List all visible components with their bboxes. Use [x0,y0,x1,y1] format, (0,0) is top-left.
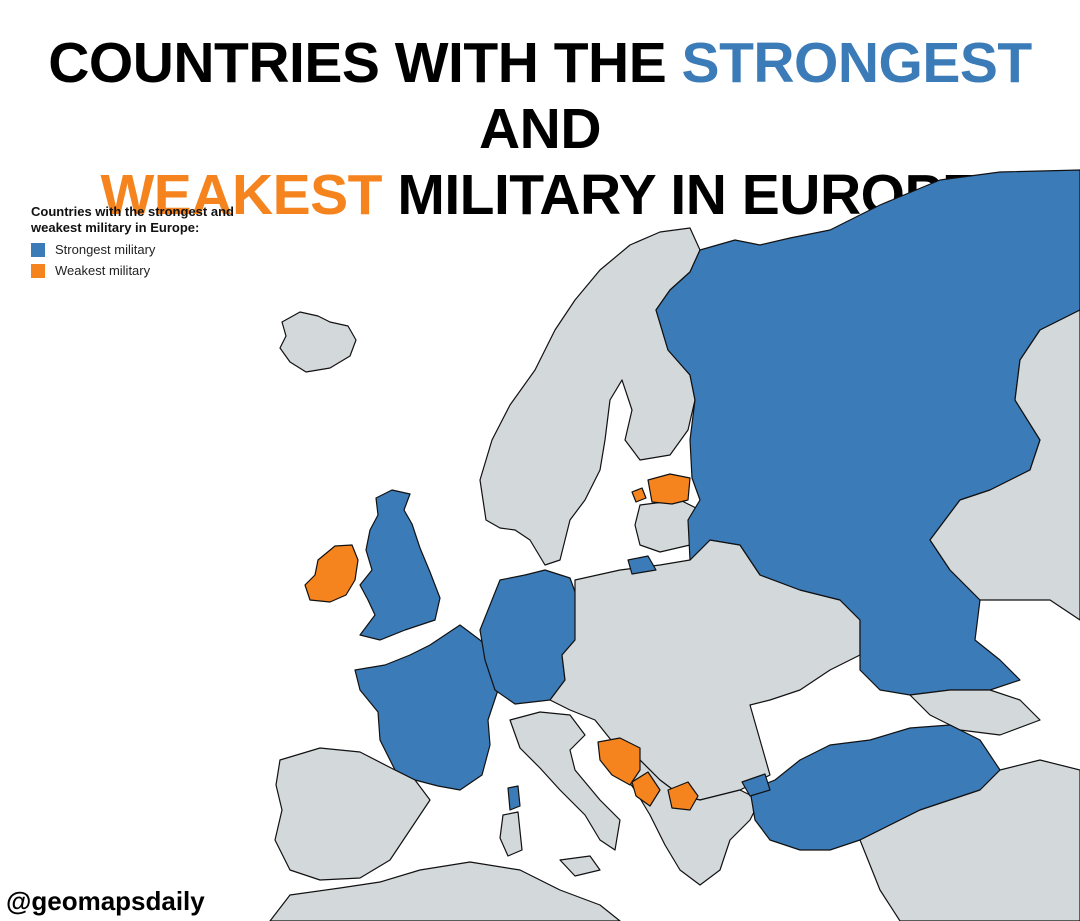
country-middle-east [859,759,1080,921]
country-caucasus [909,689,1041,736]
title-part-2: AND [479,97,602,161]
country-north-africa [269,861,621,921]
country-north-macedonia [667,781,699,811]
country-estonia-island [631,487,647,503]
legend-item-weakest: Weakest military [31,263,241,278]
country-corsica [507,785,521,811]
country-iberia [274,747,431,881]
country-estonia [647,473,691,505]
country-bosnia [597,737,641,786]
legend-swatch-strongest [31,242,45,257]
legend-label-strongest: Strongest military [55,242,156,257]
credit-handle: @geomapsdaily [6,886,205,916]
country-iceland [279,311,357,373]
country-russia-kaliningrad [627,555,657,575]
legend: Countries with the strongest and weakest… [31,204,241,278]
legend-item-strongest: Strongest military [31,242,241,257]
country-montenegro [631,771,661,807]
country-sicily [559,855,601,877]
country-ireland [304,544,359,603]
country-united-kingdom [359,489,441,641]
legend-label-weakest: Weakest military [55,263,151,278]
title-part-1: COUNTRIES WITH THE [48,31,682,95]
legend-title: Countries with the strongest and weakest… [31,204,234,235]
country-sardinia [499,811,523,857]
country-turkey-thrace [741,773,771,797]
title-strongest: STRONGEST [681,31,1033,95]
title-weakest: WEAKEST [100,163,383,227]
country-russia [655,169,1080,696]
map-title: COUNTRIES WITH THE STRONGEST AND WEAKEST… [0,30,1080,228]
country-italy [509,711,621,851]
country-kazakhstan [929,309,1080,621]
legend-swatch-weakest [31,263,45,278]
